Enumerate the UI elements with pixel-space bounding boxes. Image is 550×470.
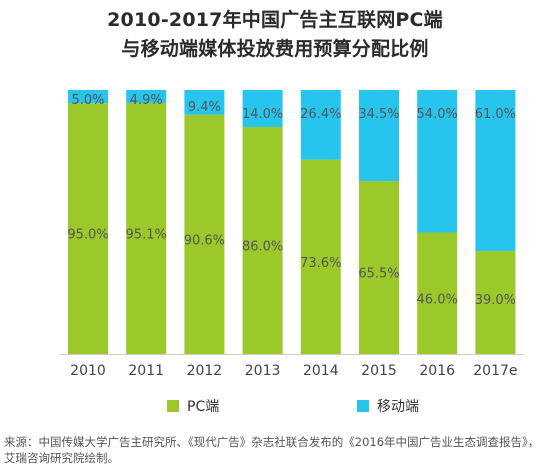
- source-note: 来源：中国传媒大学广告主研究所、《现代广告》杂志社联合发布的《2016年中国广告…: [4, 435, 540, 465]
- bar-mobile: [359, 90, 399, 182]
- legend-label-mobile: 移动端: [377, 399, 419, 415]
- chart-title-line1: 2010-2017年中国广告主互联网PC端: [107, 9, 443, 31]
- data-label-mobile: 14.0%: [242, 107, 283, 122]
- bar-pc: [242, 126, 283, 355]
- data-label-mobile: 61.0%: [475, 107, 516, 122]
- bar-pc: [300, 159, 341, 354]
- data-label-pc: 90.6%: [184, 233, 225, 248]
- legend-swatch-pc: [167, 400, 179, 412]
- stacked-bar-chart: 5.0% 95.0% 2010 4.9% 95.1% 2011 9.4% 90.6% 2012 1…: [60, 90, 524, 379]
- data-label-mobile: 26.4%: [300, 107, 341, 122]
- bar-mobile: [126, 90, 167, 103]
- data-label-mobile: 54.0%: [417, 107, 458, 122]
- x-tick-label: 2013: [245, 363, 281, 379]
- x-tick-label: 2014: [303, 363, 339, 379]
- bar-pc: [359, 181, 399, 354]
- data-label-pc: 46.0%: [417, 292, 458, 307]
- chart-title-line2: 与移动端媒体投放费用预算分配比例: [121, 38, 429, 60]
- x-tick-label: 2015: [361, 363, 397, 379]
- data-label-pc: 95.1%: [126, 227, 167, 242]
- x-tick-label: 2017e: [473, 363, 517, 379]
- bar-pc: [417, 232, 458, 354]
- x-tick-label: 2010: [70, 363, 106, 379]
- legend-item-pc: PC端: [167, 396, 219, 416]
- bar-pc: [68, 103, 108, 354]
- x-tick-label: 2012: [187, 363, 223, 379]
- bar-pc: [184, 114, 225, 354]
- bar-mobile: [475, 90, 516, 252]
- bar-mobile: [417, 90, 458, 233]
- bar-pc: [475, 251, 516, 354]
- legend-item-mobile: 移动端: [357, 396, 419, 416]
- bar-mobile: [300, 90, 341, 160]
- x-tick-label: 2011: [128, 363, 164, 379]
- data-label-pc: 95.0%: [67, 228, 108, 243]
- legend-label-pc: PC端: [187, 399, 220, 415]
- bar-mobile: [184, 90, 225, 115]
- data-label-mobile: 34.5%: [358, 107, 399, 122]
- data-label-pc: 65.5%: [358, 267, 399, 282]
- bar-mobile: [242, 90, 283, 127]
- data-label-mobile: 9.4%: [188, 100, 221, 115]
- legend-swatch-mobile: [357, 400, 369, 412]
- data-label-pc: 73.6%: [300, 256, 341, 271]
- data-label-mobile: 4.9%: [130, 93, 163, 108]
- data-label-mobile: 5.0%: [71, 93, 104, 108]
- data-label-pc: 86.0%: [242, 239, 283, 254]
- data-label-pc: 39.0%: [475, 293, 516, 308]
- x-tick-label: 2016: [419, 363, 455, 379]
- bar-pc: [126, 102, 167, 354]
- bar-mobile: [68, 90, 108, 104]
